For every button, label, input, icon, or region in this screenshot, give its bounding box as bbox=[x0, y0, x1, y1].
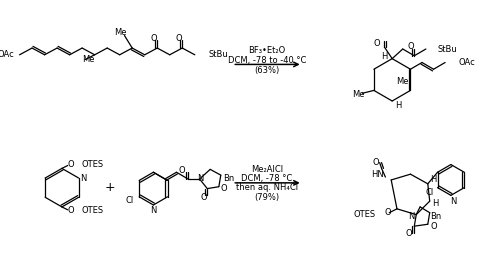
Text: Cl: Cl bbox=[125, 196, 134, 205]
Text: (79%): (79%) bbox=[254, 193, 280, 202]
Text: DCM, -78 to -40 °C: DCM, -78 to -40 °C bbox=[228, 56, 306, 65]
Text: DCM, -78 °C: DCM, -78 °C bbox=[242, 173, 292, 183]
Text: Cl: Cl bbox=[426, 188, 434, 197]
Text: OAc: OAc bbox=[458, 58, 475, 67]
Text: H: H bbox=[382, 52, 388, 61]
Text: Me: Me bbox=[396, 77, 408, 86]
Text: O: O bbox=[200, 193, 207, 202]
Text: H: H bbox=[395, 101, 401, 110]
Text: Me: Me bbox=[352, 90, 364, 99]
Text: Me: Me bbox=[114, 28, 127, 37]
Text: StBu: StBu bbox=[208, 50, 228, 59]
Text: H: H bbox=[432, 199, 438, 208]
Text: N: N bbox=[408, 212, 414, 221]
Text: O: O bbox=[175, 34, 182, 43]
Text: O: O bbox=[372, 158, 379, 167]
Text: O: O bbox=[384, 208, 390, 217]
Text: HN: HN bbox=[372, 170, 384, 179]
Text: BF₃•Et₂O: BF₃•Et₂O bbox=[248, 46, 286, 55]
Text: OTES: OTES bbox=[81, 206, 104, 215]
Text: Bn: Bn bbox=[223, 174, 234, 183]
Text: +: + bbox=[104, 181, 116, 194]
Text: O: O bbox=[374, 39, 380, 48]
Text: N: N bbox=[198, 173, 203, 183]
Text: O: O bbox=[68, 206, 74, 215]
Text: (63%): (63%) bbox=[254, 66, 280, 75]
Text: O: O bbox=[407, 42, 414, 51]
Text: OAc: OAc bbox=[0, 50, 14, 59]
Text: Bn: Bn bbox=[430, 212, 441, 221]
Text: N: N bbox=[450, 197, 456, 206]
Text: OTES: OTES bbox=[354, 210, 376, 219]
Text: O: O bbox=[220, 184, 227, 193]
Text: H: H bbox=[430, 176, 437, 184]
Text: OTES: OTES bbox=[81, 160, 104, 169]
Text: N: N bbox=[150, 206, 156, 215]
Text: Me₂AlCl: Me₂AlCl bbox=[251, 165, 283, 174]
Text: O: O bbox=[68, 160, 74, 169]
Text: then aq. NH₄Cl: then aq. NH₄Cl bbox=[236, 183, 298, 192]
Text: O: O bbox=[179, 166, 186, 175]
Text: O: O bbox=[150, 34, 156, 43]
Text: O: O bbox=[405, 229, 412, 238]
Text: Me: Me bbox=[82, 55, 94, 64]
Text: StBu: StBu bbox=[438, 44, 457, 54]
Text: O: O bbox=[430, 222, 437, 231]
Text: N: N bbox=[80, 173, 86, 183]
